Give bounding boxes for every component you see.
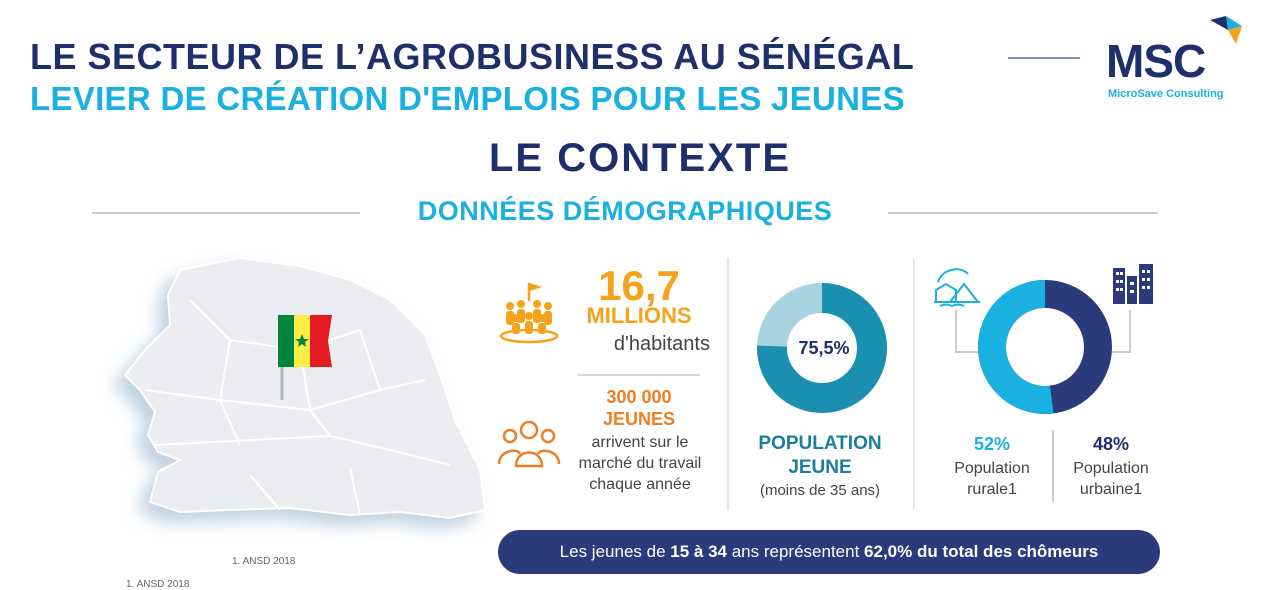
rural-village-icon bbox=[934, 268, 980, 308]
banner-text-2: ans représentent bbox=[727, 542, 865, 561]
rural-label: Population rurale1 bbox=[940, 458, 1044, 500]
donut-main-arc bbox=[757, 283, 887, 413]
rural-urban-divider bbox=[1052, 430, 1054, 502]
youth-value-block: 300 000 JEUNES bbox=[568, 386, 710, 430]
rural-percent: 52% bbox=[973, 434, 1011, 454]
section-divider-left bbox=[92, 212, 360, 214]
urban-label-line-1: Population bbox=[1073, 460, 1149, 477]
logo-subtitle: MicroSave Consulting bbox=[1108, 88, 1224, 100]
column-divider-2 bbox=[913, 258, 915, 510]
section-subtitle: DONNÉES DÉMOGRAPHIQUES bbox=[417, 196, 833, 226]
young-population-percent: 75,5% bbox=[798, 338, 850, 358]
youth-line-3: chaque année bbox=[589, 476, 691, 493]
population-value: 16,7 bbox=[598, 262, 680, 309]
page-footnote: 1. ANSD 2018 bbox=[126, 579, 190, 590]
column-divider-1 bbox=[727, 258, 729, 510]
youth-line-1: arrivent sur le bbox=[591, 434, 689, 451]
main-title: LE SECTEUR DE L’AGROBUSINESS AU SÉNÉGAL bbox=[30, 36, 915, 77]
rural-donut-arc bbox=[978, 280, 1112, 414]
main-subtitle: LEVIER DE CRÉATION D'EMPLOIS POUR LES JE… bbox=[30, 80, 905, 117]
group-of-people-icon bbox=[497, 420, 561, 468]
youth-unit: JEUNES bbox=[602, 409, 676, 429]
city-buildings-icon bbox=[1113, 264, 1153, 304]
map-footnote: 1. ANSD 2018 bbox=[232, 556, 296, 567]
msc-logo-icon bbox=[1210, 16, 1242, 44]
young-population-donut bbox=[757, 283, 887, 413]
connector-lines bbox=[955, 310, 1131, 353]
section-divider-right bbox=[888, 212, 1158, 214]
rural-urban-donut bbox=[978, 280, 1112, 414]
logo-text: MSC bbox=[1106, 35, 1206, 87]
unemployment-banner: Les jeunes de 15 à 34 ans représentent 6… bbox=[498, 530, 1160, 574]
young-population-title-line-2: JEUNE bbox=[788, 457, 852, 478]
urban-label: Population urbaine1 bbox=[1062, 458, 1160, 500]
senegal-map-with-flag-icon bbox=[123, 256, 487, 520]
header-divider bbox=[1008, 57, 1080, 59]
youth-value: 300 000 bbox=[606, 387, 672, 407]
population-divider bbox=[578, 374, 700, 376]
young-population-note: (moins de 35 ans) bbox=[759, 482, 881, 499]
population-label: d'habitants bbox=[613, 333, 710, 355]
banner-text-1: Les jeunes de bbox=[559, 542, 671, 561]
urban-label-line-2: urbaine1 bbox=[1079, 481, 1143, 498]
banner-age-range: 15 à 34 bbox=[670, 542, 727, 561]
rural-label-line-2: rurale1 bbox=[967, 481, 1017, 498]
urban-percent: 48% bbox=[1092, 434, 1130, 454]
young-population-title: POPULATION JEUNE bbox=[740, 432, 900, 480]
section-title: LE CONTEXTE bbox=[488, 136, 792, 180]
youth-line-2: marché du travail bbox=[578, 455, 702, 472]
population-unit: MILLIONS bbox=[586, 303, 692, 328]
banner-highlight: 62,0% du total des chômeurs bbox=[864, 542, 1099, 561]
crowd-with-flag-icon bbox=[499, 282, 559, 344]
youth-description: arrivent sur le marché du travail chaque… bbox=[560, 432, 720, 495]
rural-label-line-1: Population bbox=[954, 460, 1030, 477]
young-population-title-line-1: POPULATION bbox=[758, 433, 882, 454]
